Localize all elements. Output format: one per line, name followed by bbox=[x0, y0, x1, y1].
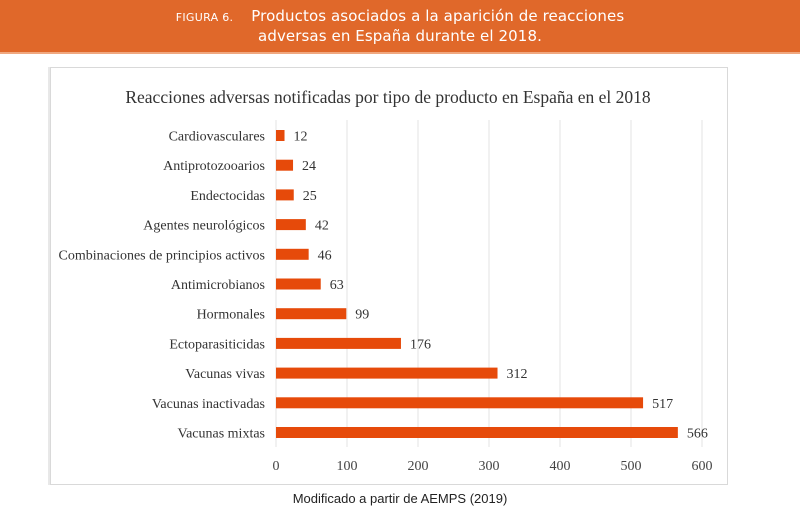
data-label: 42 bbox=[315, 219, 329, 234]
category-label: Antiprotozooarios bbox=[163, 159, 265, 174]
bar bbox=[276, 248, 309, 260]
x-tick-label: 600 bbox=[692, 459, 713, 474]
banner-divider bbox=[0, 52, 800, 54]
data-label: 25 bbox=[303, 189, 317, 204]
category-label: Endectocidas bbox=[190, 189, 265, 204]
x-tick-label: 100 bbox=[337, 459, 358, 474]
bar bbox=[276, 278, 321, 290]
bar bbox=[276, 427, 678, 438]
bar bbox=[276, 159, 294, 171]
x-tick-label: 300 bbox=[479, 459, 500, 474]
banner-title-line-1: FIGURA 6. Productos asociados a la aparic… bbox=[0, 7, 800, 25]
bar bbox=[276, 189, 294, 201]
x-tick-label: 400 bbox=[550, 459, 571, 474]
category-label: Vacunas vivas bbox=[185, 367, 265, 382]
bar bbox=[276, 367, 498, 379]
data-label: 566 bbox=[687, 427, 708, 442]
value-labels: 12 24 25 42 46 63 99 176 312 517 566 bbox=[294, 130, 708, 442]
chart-frame bbox=[50, 67, 728, 485]
x-tick-label: 200 bbox=[408, 459, 429, 474]
x-tick-label: 0 bbox=[273, 459, 280, 474]
category-label: Antimicrobianos bbox=[171, 278, 265, 293]
bar bbox=[276, 308, 347, 320]
data-label: 12 bbox=[294, 130, 308, 145]
bar bbox=[276, 397, 644, 409]
bar bbox=[276, 130, 285, 141]
data-label: 517 bbox=[652, 397, 673, 412]
bar bbox=[276, 337, 401, 349]
category-label: Agentes neurológicos bbox=[143, 219, 265, 234]
figure-title-line-2: adversas en España durante el 2018. bbox=[258, 27, 542, 45]
data-label: 176 bbox=[410, 337, 431, 352]
data-label: 46 bbox=[318, 248, 332, 263]
bar bbox=[276, 219, 306, 231]
figure-title-line-1: Productos asociados a la aparición de re… bbox=[251, 7, 625, 25]
category-label: Combinaciones de principios activos bbox=[59, 248, 265, 263]
category-label: Cardiovasculares bbox=[169, 130, 265, 145]
figure-banner: FIGURA 6. Productos asociados a la aparic… bbox=[0, 0, 800, 52]
category-labels: Cardiovasculares Antiprotozooarios Endecto… bbox=[59, 130, 265, 442]
category-label: Hormonales bbox=[197, 308, 265, 323]
x-tick-labels: 0 100 200 300 400 500 600 bbox=[273, 459, 713, 474]
figure-label: FIGURA 6. bbox=[175, 11, 234, 24]
source-caption: Modificado a partir de AEMPS (2019) bbox=[292, 491, 508, 506]
bars bbox=[276, 130, 678, 438]
x-tick-label: 500 bbox=[621, 459, 642, 474]
data-label: 312 bbox=[507, 367, 528, 382]
data-label: 99 bbox=[355, 308, 369, 323]
category-label: Vacunas inactivadas bbox=[152, 397, 265, 412]
data-label: 24 bbox=[302, 159, 316, 174]
chart-title: Reacciones adversas notificadas por tipo… bbox=[125, 87, 651, 107]
data-label: 63 bbox=[330, 278, 344, 293]
category-label: Vacunas mixtas bbox=[178, 427, 265, 442]
category-label: Ectoparasiticidas bbox=[169, 337, 265, 352]
